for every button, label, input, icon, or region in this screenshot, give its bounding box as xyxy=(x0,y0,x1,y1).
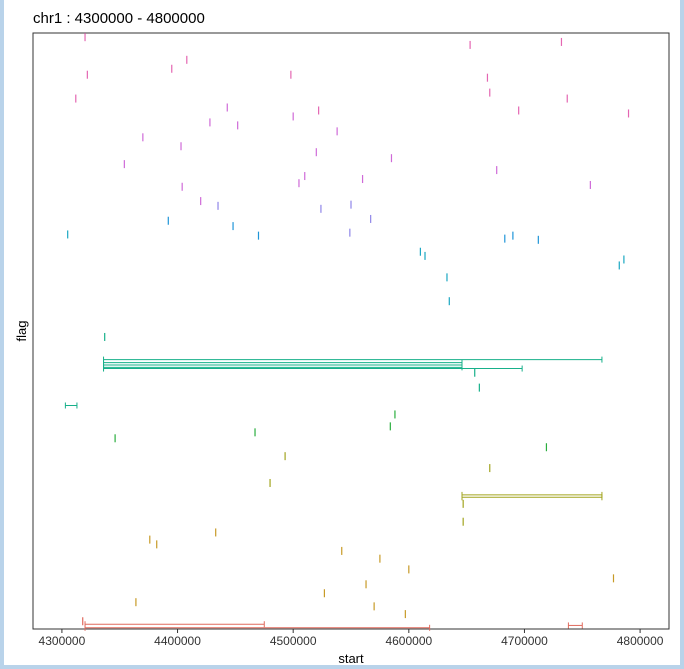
chart-title: chr1 : 4300000 - 4800000 xyxy=(33,10,205,27)
x-tick-label-0: 4300000 xyxy=(39,634,86,648)
chart-marks xyxy=(64,33,630,631)
x-tick-label-5: 4800000 xyxy=(617,634,664,648)
x-tick-label-2: 4500000 xyxy=(270,634,317,648)
x-tick-label-1: 4400000 xyxy=(154,634,201,648)
x-axis: 4300000 4400000 4500000 4600000 4700000 48000… xyxy=(39,629,664,648)
y-axis-label: flag xyxy=(14,321,29,342)
x-tick-label-4: 4700000 xyxy=(501,634,548,648)
x-tick-label-3: 4600000 xyxy=(385,634,432,648)
plot-panel xyxy=(32,32,670,630)
x-axis-label: start xyxy=(338,651,364,666)
